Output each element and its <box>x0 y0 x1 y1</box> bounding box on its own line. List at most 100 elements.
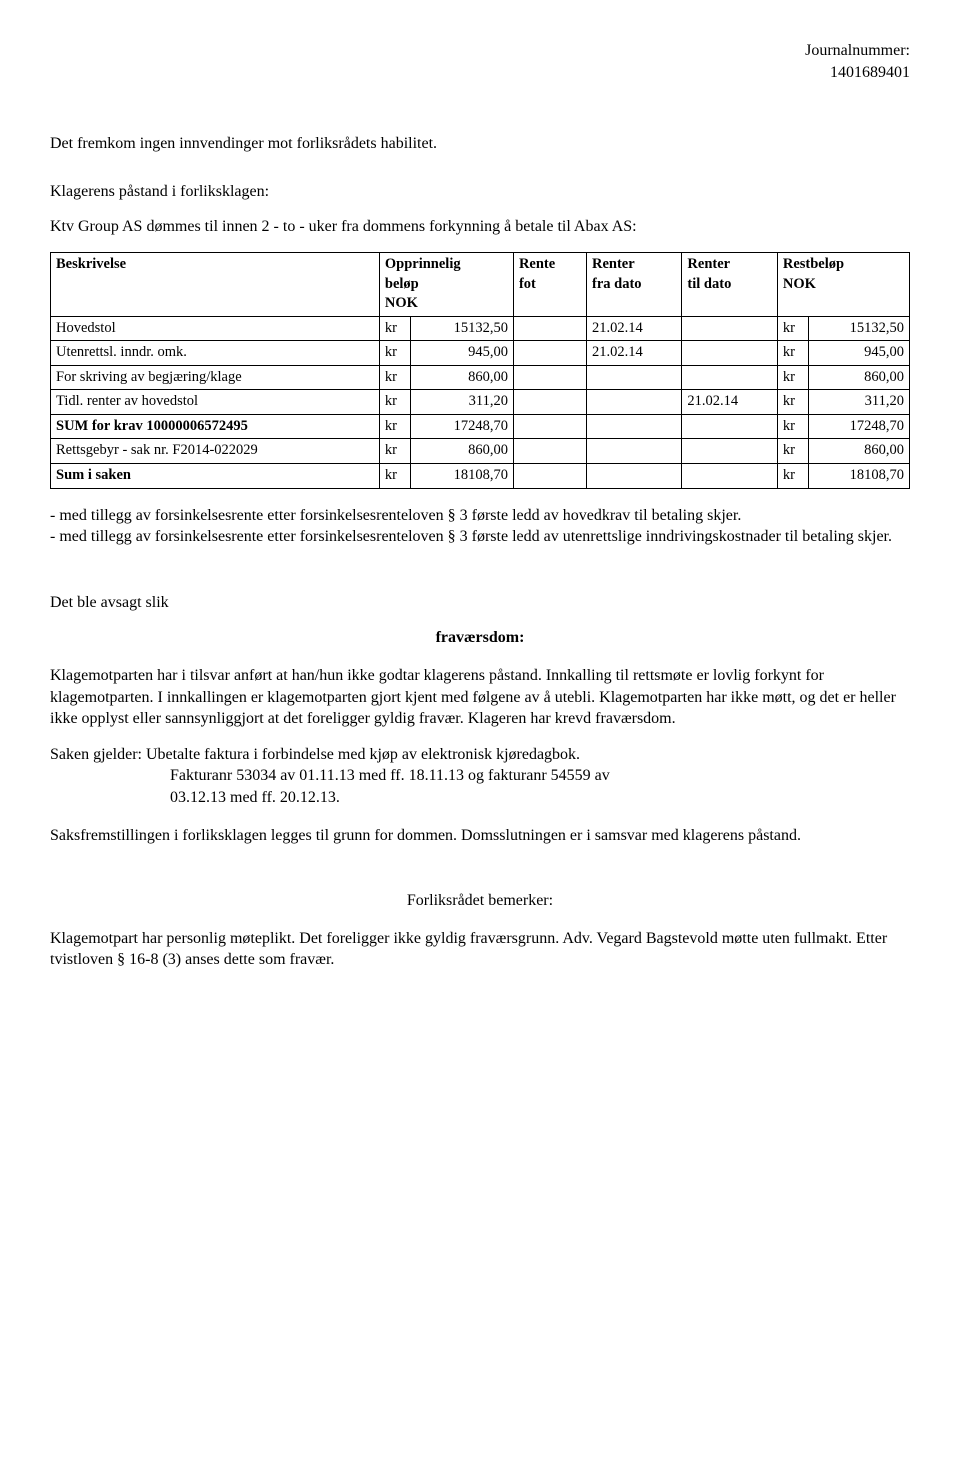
cell-from <box>586 464 681 489</box>
cell-cur2: kr <box>777 439 808 464</box>
col-restbelop: Restbeløp NOK <box>777 252 909 316</box>
col-renter-til: Renter til dato <box>682 252 777 316</box>
col-rentefot: Rente fot <box>513 252 586 316</box>
cell-cur2: kr <box>777 341 808 366</box>
cell-rate <box>513 390 586 415</box>
cell-desc: Hovedstol <box>51 316 380 341</box>
table-row: Sum i sakenkr18108,70kr18108,70 <box>51 464 910 489</box>
cell-to: 21.02.14 <box>682 390 777 415</box>
cell-rate <box>513 414 586 439</box>
col-label: Restbeløp <box>783 256 844 272</box>
judgment-lead: Det ble avsagt slik <box>50 592 910 614</box>
cell-cur1: kr <box>379 316 411 341</box>
judgment-para-1: Klagemotparten har i tilsvar anført at h… <box>50 665 910 730</box>
cell-amt2: 17248,70 <box>808 414 909 439</box>
col-label: beløp <box>385 276 419 292</box>
cell-amt2: 860,00 <box>808 439 909 464</box>
cell-cur1: kr <box>379 365 411 390</box>
col-label: Opprinnelig <box>385 256 461 272</box>
table-row: For skriving av begjæring/klagekr860,00k… <box>51 365 910 390</box>
cell-from <box>586 439 681 464</box>
cell-from: 21.02.14 <box>586 316 681 341</box>
cell-amt1: 945,00 <box>411 341 514 366</box>
cell-amt1: 15132,50 <box>411 316 514 341</box>
table-row: Tidl. renter av hovedstolkr311,2021.02.1… <box>51 390 910 415</box>
after-table-p1: - med tillegg av forsinkelsesrente etter… <box>50 505 910 527</box>
cell-amt1: 311,20 <box>411 390 514 415</box>
judgment-heading: fraværsdom: <box>50 627 910 649</box>
cell-cur1: kr <box>379 390 411 415</box>
col-beskrivelse: Beskrivelse <box>51 252 380 316</box>
cell-to <box>682 414 777 439</box>
cell-desc: Utenrettsl. inndr. omk. <box>51 341 380 366</box>
cell-cur2: kr <box>777 365 808 390</box>
col-label: til dato <box>687 276 731 292</box>
cell-to <box>682 316 777 341</box>
col-label: fot <box>519 276 536 292</box>
claim-table: Beskrivelse Opprinnelig beløp NOK Rente … <box>50 252 910 489</box>
judgment-para-2-lead: Saken gjelder: Ubetalte faktura i forbin… <box>50 744 910 766</box>
cell-to <box>682 341 777 366</box>
intro-line-1: Det fremkom ingen innvendinger mot forli… <box>50 133 910 155</box>
header-journal: Journalnummer: 1401689401 <box>50 40 910 83</box>
col-opprinnelig: Opprinnelig beløp NOK <box>379 252 513 316</box>
cell-cur2: kr <box>777 414 808 439</box>
col-label: Renter <box>687 256 730 272</box>
judgment-para-3: Saksfremstillingen i forliksklagen legge… <box>50 825 910 847</box>
intro-line-3: Ktv Group AS dømmes til innen 2 - to - u… <box>50 216 910 238</box>
cell-from <box>586 390 681 415</box>
cell-amt2: 311,20 <box>808 390 909 415</box>
cell-to <box>682 365 777 390</box>
col-renter-fra: Renter fra dato <box>586 252 681 316</box>
cell-amt2: 15132,50 <box>808 316 909 341</box>
cell-to <box>682 439 777 464</box>
cell-cur2: kr <box>777 464 808 489</box>
after-table-p2: - med tillegg av forsinkelsesrente etter… <box>50 526 910 548</box>
col-label: fra dato <box>592 276 642 292</box>
cell-amt2: 945,00 <box>808 341 909 366</box>
cell-cur1: kr <box>379 341 411 366</box>
cell-from <box>586 414 681 439</box>
cell-rate <box>513 439 586 464</box>
table-row: Hovedstolkr15132,5021.02.14kr15132,50 <box>51 316 910 341</box>
cell-cur2: kr <box>777 390 808 415</box>
col-label: Rente <box>519 256 555 272</box>
cell-rate <box>513 365 586 390</box>
cell-rate <box>513 316 586 341</box>
judgment-para-2-indent: Fakturanr 53034 av 01.11.13 med ff. 18.1… <box>50 765 910 808</box>
cell-to <box>682 464 777 489</box>
cell-rate <box>513 341 586 366</box>
remarks-para: Klagemotpart har personlig møteplikt. De… <box>50 928 910 971</box>
col-label: NOK <box>385 295 418 311</box>
cell-cur1: kr <box>379 414 411 439</box>
cell-desc: Tidl. renter av hovedstol <box>51 390 380 415</box>
cell-from <box>586 365 681 390</box>
intro-line-2: Klagerens påstand i forliksklagen: <box>50 181 910 203</box>
journal-number: 1401689401 <box>50 62 910 84</box>
col-label: NOK <box>783 276 816 292</box>
cell-desc: Rettsgebyr - sak nr. F2014-022029 <box>51 439 380 464</box>
cell-from: 21.02.14 <box>586 341 681 366</box>
cell-rate <box>513 464 586 489</box>
journal-label: Journalnummer: <box>50 40 910 62</box>
cell-desc: SUM for krav 10000006572495 <box>51 414 380 439</box>
cell-cur1: kr <box>379 439 411 464</box>
cell-amt1: 17248,70 <box>411 414 514 439</box>
cell-cur2: kr <box>777 316 808 341</box>
judgment-indent-line-2: 03.12.13 med ff. 20.12.13. <box>170 789 340 806</box>
table-header-row: Beskrivelse Opprinnelig beløp NOK Rente … <box>51 252 910 316</box>
remarks-heading: Forliksrådet bemerker: <box>50 890 910 912</box>
cell-desc: For skriving av begjæring/klage <box>51 365 380 390</box>
cell-cur1: kr <box>379 464 411 489</box>
judgment-indent-line-1: Fakturanr 53034 av 01.11.13 med ff. 18.1… <box>170 767 610 784</box>
cell-amt2: 860,00 <box>808 365 909 390</box>
table-row: Utenrettsl. inndr. omk.kr945,0021.02.14k… <box>51 341 910 366</box>
cell-amt1: 860,00 <box>411 439 514 464</box>
cell-amt1: 860,00 <box>411 365 514 390</box>
cell-amt2: 18108,70 <box>808 464 909 489</box>
cell-amt1: 18108,70 <box>411 464 514 489</box>
table-row: SUM for krav 10000006572495kr17248,70kr1… <box>51 414 910 439</box>
cell-desc: Sum i saken <box>51 464 380 489</box>
col-label: Renter <box>592 256 635 272</box>
table-row: Rettsgebyr - sak nr. F2014-022029kr860,0… <box>51 439 910 464</box>
